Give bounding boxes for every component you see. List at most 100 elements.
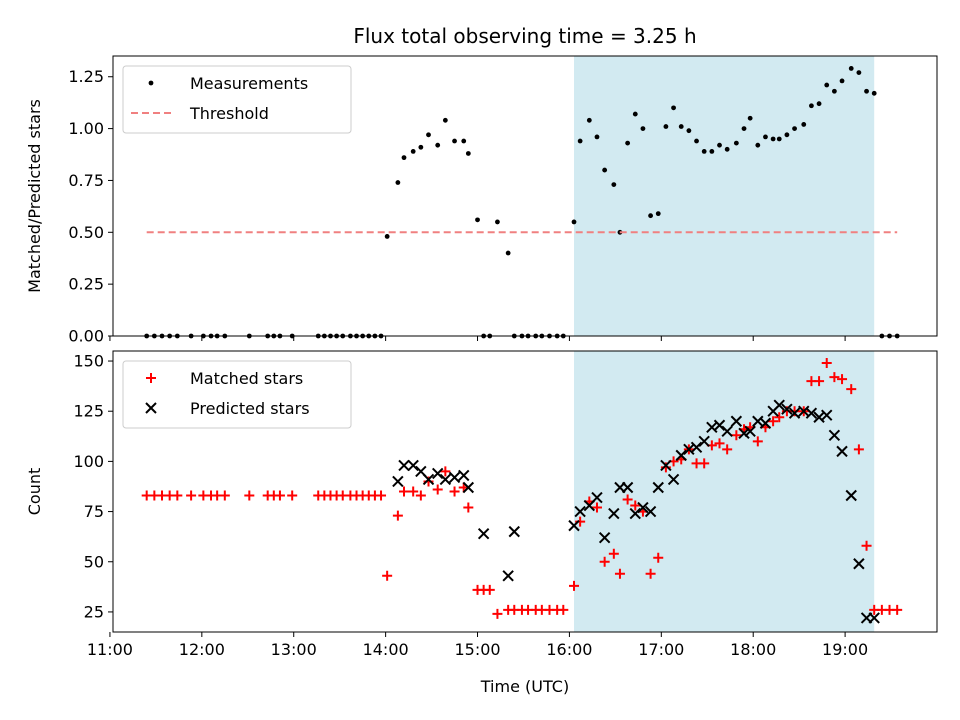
legend-marker [148, 80, 154, 86]
data-point [452, 138, 457, 144]
data-point [244, 490, 255, 501]
data-point [637, 501, 649, 514]
data-point [448, 471, 461, 484]
data-point [724, 146, 730, 152]
data-point [709, 149, 715, 154]
data-point [671, 105, 676, 111]
data-point [645, 568, 656, 579]
legend-box [122, 360, 352, 429]
data-point [418, 144, 424, 150]
y-axis-label: Count [25, 468, 44, 516]
data-point [714, 438, 725, 449]
data-point [274, 490, 285, 501]
data-point [382, 570, 393, 581]
data-point [423, 476, 434, 487]
data-point [186, 490, 197, 501]
y-tick-label: 125 [73, 402, 104, 421]
data-point [829, 372, 840, 383]
x-tick-label: 18:00 [730, 640, 776, 659]
x-tick-label: 13:00 [271, 640, 317, 659]
data-point [821, 358, 832, 369]
shaded-interval [574, 56, 875, 336]
data-point [699, 458, 710, 469]
data-point [801, 122, 807, 127]
x-tick-label: 14:00 [363, 640, 409, 659]
data-point [410, 149, 416, 154]
x-tick-label: 16:00 [546, 640, 592, 659]
data-point [399, 486, 410, 497]
data-point [722, 444, 733, 455]
data-point [824, 82, 830, 88]
data-point [408, 486, 419, 497]
bottom-chart: 11:00 12:00 13:00 14:00 15:00 16:00 17:00 18:00… [25, 350, 938, 696]
legend-label: Threshold [189, 104, 269, 123]
x-tick-label: 11:00 [87, 640, 133, 659]
data-point [586, 117, 592, 123]
legend: Measurements Threshold [122, 65, 352, 134]
data-point [721, 425, 733, 437]
figure-title: Flux total observing time = 3.25 h [353, 24, 696, 48]
data-point [629, 507, 641, 520]
x-tick-label: 17:00 [638, 640, 684, 659]
data-point [431, 467, 444, 480]
data-point [477, 527, 490, 540]
y-tick-label: 0.50 [68, 223, 104, 242]
data-point [611, 182, 617, 187]
data-point [508, 525, 520, 538]
y-tick-label: 0.00 [68, 327, 104, 346]
data-point [571, 219, 577, 225]
data-point [660, 459, 672, 472]
data-point [698, 435, 710, 448]
data-point [591, 491, 603, 504]
data-point [837, 374, 848, 385]
data-point [675, 449, 687, 462]
data-point [784, 132, 790, 138]
data-point [630, 500, 641, 511]
data-point [861, 540, 872, 551]
data-point [648, 213, 653, 219]
data-point [172, 490, 183, 501]
y-tick-label: 75 [84, 502, 104, 521]
data-point [839, 78, 845, 84]
data-point [569, 580, 580, 591]
data-point [594, 134, 600, 140]
data-point [809, 103, 814, 109]
data-point [432, 484, 443, 495]
data-point [426, 132, 431, 138]
y-tick-label: 50 [84, 552, 104, 571]
y-tick-label: 0.75 [68, 171, 104, 190]
data-point [738, 427, 750, 440]
data-point [845, 489, 857, 502]
data-point [407, 459, 419, 472]
data-point [694, 138, 699, 144]
y-tick-label: 25 [84, 602, 104, 621]
data-point [574, 505, 586, 518]
data-point [398, 459, 410, 472]
data-point [763, 134, 768, 140]
y-tick-label: 1.25 [68, 67, 104, 86]
data-point [440, 466, 451, 477]
y-tick-label: 100 [73, 452, 104, 471]
data-point [690, 441, 703, 454]
data-point [621, 481, 634, 494]
data-point [502, 570, 514, 582]
data-point [792, 126, 797, 131]
data-point [577, 138, 583, 144]
data-point [759, 417, 772, 429]
data-point [848, 66, 854, 71]
data-point [602, 167, 608, 173]
data-point [731, 430, 742, 441]
shaded-interval [574, 351, 875, 632]
legend-box [122, 65, 352, 134]
data-point [831, 88, 837, 94]
data-point [644, 505, 657, 518]
axes-frame [112, 55, 938, 337]
data-point [458, 469, 470, 482]
legend-marker [145, 402, 157, 414]
data-point [733, 140, 739, 146]
data-point [598, 531, 611, 544]
data-point [821, 409, 833, 421]
data-point [667, 473, 680, 486]
y-tick-label: 150 [73, 352, 104, 371]
